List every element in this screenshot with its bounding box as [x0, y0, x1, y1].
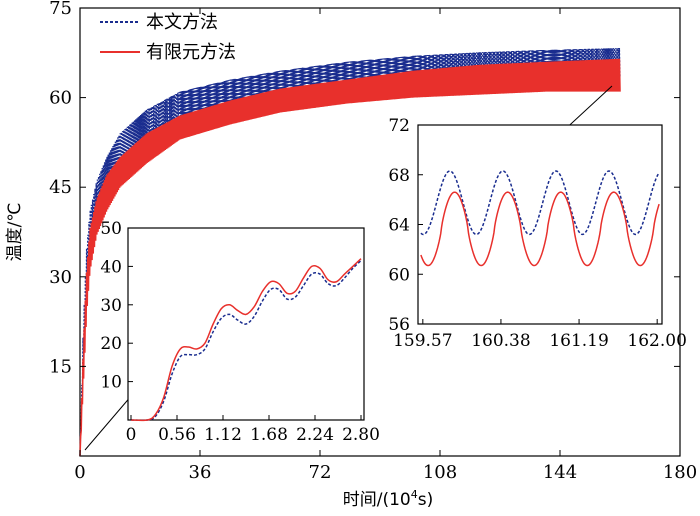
inset-early-y-ticks: 10 20 30 40 50 — [100, 219, 133, 393]
inset-early-x-ticks: 0 0.56 1.12 1.68 2.24 2.80 — [126, 415, 380, 445]
main-y-tick-label: 30 — [49, 267, 72, 288]
main-y-tick-label: 75 — [49, 0, 72, 19]
inset-early-y-tick-label: 40 — [100, 257, 122, 277]
inset-late-y-tick-label: 72 — [388, 116, 410, 136]
inset-early-x-tick-label: 0.56 — [158, 425, 196, 445]
inset-late-x-tick-label: 162.00 — [627, 331, 686, 351]
inset-late-y-tick-label: 56 — [388, 315, 410, 335]
main-x-tick-label: 108 — [423, 462, 457, 483]
main-x-tick-label: 72 — [309, 462, 332, 483]
inset-early-y-tick-label: 20 — [100, 334, 122, 354]
main-plot-frame — [79, 7, 681, 457]
inset-early-proposed-line — [130, 260, 362, 422]
inset-early-y-tick-label: 10 — [100, 373, 122, 393]
legend: 本文方法 有限元方法 — [100, 12, 236, 63]
inset-late-x-tick-label: 161.19 — [549, 331, 608, 351]
main-y-tick-label: 15 — [49, 356, 72, 377]
main-series-fem-line — [79, 58, 621, 457]
inset-early-x-tick-label: 1.12 — [204, 425, 242, 445]
inset-early: 0 0.56 1.12 1.68 2.24 2.80 10 20 30 40 50 — [100, 219, 380, 445]
legend-label-fem: 有限元方法 — [146, 42, 236, 63]
inset-late-frame — [417, 124, 663, 325]
inset-late-x-tick-label: 159.57 — [393, 331, 452, 351]
inset-early-x-tick-label: 2.80 — [342, 425, 380, 445]
inset-late-y-tick-label: 68 — [388, 166, 410, 186]
inset-late-x-ticks: 159.57 160.38 161.19 162.00 — [393, 319, 687, 351]
inset-late-fem-line — [420, 191, 660, 267]
main-x-tick-label: 180 — [663, 462, 697, 483]
inset-early-fem-line — [130, 258, 362, 422]
inset-early-x-tick-label: 0 — [126, 425, 137, 445]
inset-early-y-tick-label: 30 — [100, 296, 122, 316]
inset-late-y-tick-label: 64 — [388, 216, 410, 236]
main-y-tick-label: 60 — [49, 88, 72, 109]
inset-late-x-tick-label: 160.38 — [471, 331, 530, 351]
legend-label-proposed: 本文方法 — [146, 12, 218, 33]
inset-early-connector — [84, 394, 133, 451]
inset-early-series — [130, 258, 362, 422]
main-x-tick-label: 0 — [74, 462, 85, 483]
main-x-tick-label: 36 — [189, 462, 212, 483]
main-plot: 0 36 72 108 144 180 15 30 45 60 75 — [49, 0, 697, 483]
main-x-ticks: 0 36 72 108 144 180 — [74, 8, 697, 483]
inset-late-proposed-line — [420, 170, 660, 236]
main-y-tick-label: 45 — [49, 177, 72, 198]
x-axis-title: 时间/(104s) — [343, 488, 434, 510]
y-axis-title: 温度/℃ — [5, 203, 25, 262]
main-y-ticks: 15 30 45 60 75 — [49, 0, 680, 377]
inset-early-y-tick-label: 50 — [100, 219, 122, 239]
inset-late: 159.57 160.38 161.19 162.00 56 60 64 68 72 — [388, 116, 687, 351]
inset-late-y-tick-label: 60 — [388, 265, 410, 285]
main-series-group — [79, 48, 621, 457]
inset-early-x-tick-label: 1.68 — [250, 425, 288, 445]
main-x-tick-label: 144 — [543, 462, 577, 483]
inset-late-y-ticks: 56 60 64 68 72 — [388, 116, 423, 335]
inset-early-x-tick-label: 2.24 — [296, 425, 334, 445]
inset-late-series — [420, 170, 660, 267]
